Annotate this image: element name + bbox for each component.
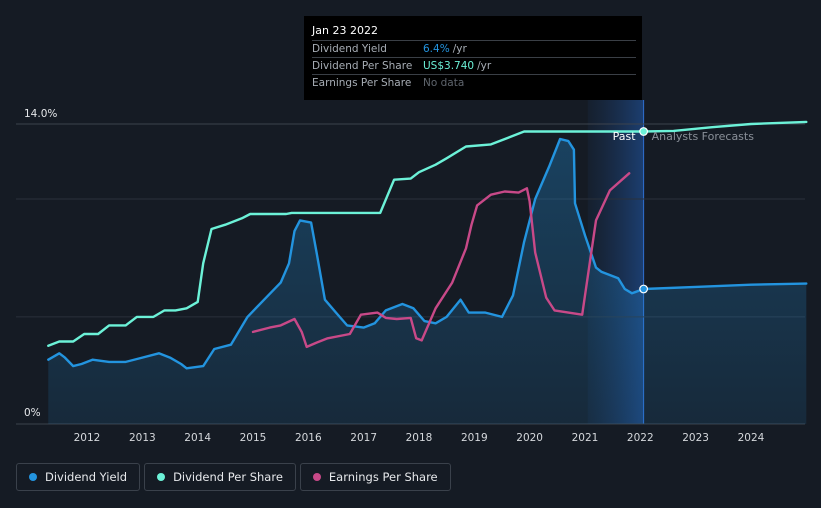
dividend-per-share-point — [639, 127, 649, 136]
dividend-per-share-line — [47, 120, 808, 347]
past-label: Past — [613, 130, 637, 143]
x-tick-label: 2022 — [627, 432, 654, 444]
x-tick-label: 2023 — [682, 432, 709, 444]
x-tick-label: 2019 — [461, 432, 488, 444]
y-axis-min-label: 0% — [24, 407, 41, 419]
x-tick-label: 2013 — [129, 432, 156, 444]
x-tick-label: 2018 — [406, 432, 433, 444]
dividend-chart: 14.0% 0% 2012 2013 2014 2015 2016 2017 2018 2019 2… — [16, 100, 808, 444]
legend-earnings-per-share[interactable]: Earnings Per Share — [299, 463, 451, 491]
legend-label: Dividend Per Share — [173, 470, 283, 484]
legend-dot-icon — [312, 473, 321, 481]
x-tick-label: 2016 — [295, 432, 322, 444]
legend-label: Earnings Per Share — [328, 470, 438, 484]
tooltip-unit: /yr — [477, 60, 492, 72]
x-tick-label: 2021 — [572, 432, 599, 444]
legend-dot-icon — [29, 473, 37, 481]
tooltip-unit: /yr — [452, 43, 467, 55]
forecast-label: Analysts Forecasts — [652, 130, 755, 143]
x-tick-label: 2017 — [350, 432, 377, 444]
data-tooltip: Jan 23 2022 Dividend Yield 6.4%/yr Divid… — [304, 16, 642, 100]
tooltip-value: 6.4% — [423, 43, 450, 55]
x-tick-label: 2020 — [516, 432, 543, 444]
tooltip-label: Earnings Per Share — [312, 77, 412, 89]
legend-dividend-per-share[interactable]: Dividend Per Share — [144, 463, 296, 491]
tooltip-row-earnings-per-share: Earnings Per Share No data — [312, 74, 636, 92]
legend-dividend-yield[interactable]: Dividend Yield — [16, 463, 141, 491]
tooltip-row-dividend-yield: Dividend Yield 6.4%/yr — [312, 40, 636, 58]
legend-label: Dividend Yield — [45, 470, 128, 484]
earnings-per-share-line — [251, 172, 631, 349]
tooltip-value: US$3.740 — [423, 60, 475, 72]
dividend-yield-point — [639, 284, 649, 294]
x-tick-label: 2014 — [184, 432, 211, 444]
y-axis-max-label: 14.0% — [24, 108, 57, 120]
legend-dot-icon — [157, 473, 166, 481]
x-tick-label: 2024 — [738, 432, 765, 444]
x-tick-label: 2015 — [240, 432, 267, 444]
chart-legend: Dividend Yield Dividend Per Share Earnin… — [16, 463, 451, 493]
tooltip-row-dividend-per-share: Dividend Per Share US$3.740/yr — [312, 57, 636, 75]
tooltip-value: No data — [423, 77, 465, 89]
tooltip-label: Dividend Yield — [312, 43, 387, 55]
tooltip-label: Dividend Per Share — [312, 60, 413, 72]
dividend-yield-area — [48, 139, 807, 424]
tooltip-date: Jan 23 2022 — [312, 24, 378, 37]
x-tick-label: 2012 — [74, 432, 101, 444]
dividend-yield-line — [47, 137, 808, 370]
